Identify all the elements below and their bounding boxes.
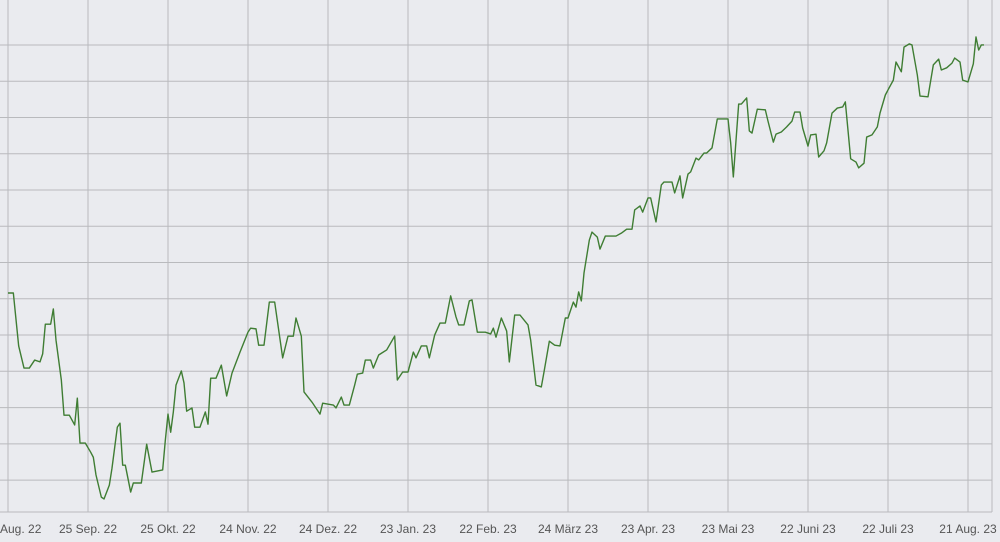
x-tick-label: 23 Jan. 23 [380, 522, 436, 536]
x-tick-label: 21 Aug. 23 [939, 522, 997, 536]
plot [8, 36, 984, 500]
x-tick-label: 22 Feb. 23 [459, 522, 517, 536]
x-tick-label: 23 Apr. 23 [621, 522, 675, 536]
grid [0, 0, 993, 513]
x-tick-label: 22 Juni 23 [780, 522, 836, 536]
x-tick-label: 25 Sep. 22 [59, 522, 117, 536]
x-tick-label: 23 Mai 23 [702, 522, 755, 536]
x-tick-label: 24 Dez. 22 [299, 522, 357, 536]
price-line [8, 36, 984, 500]
x-tick-label: 22 Juli 23 [862, 522, 914, 536]
x-axis: Aug. 22 25 Sep. 22 25 Okt. 22 24 Nov. 22 24 … [0, 522, 997, 536]
x-tick-label: 24 März 23 [538, 522, 598, 536]
x-tick-label: Aug. 22 [0, 522, 42, 536]
x-tick-label: 24 Nov. 22 [219, 522, 276, 536]
x-tick-label: 25 Okt. 22 [140, 522, 196, 536]
